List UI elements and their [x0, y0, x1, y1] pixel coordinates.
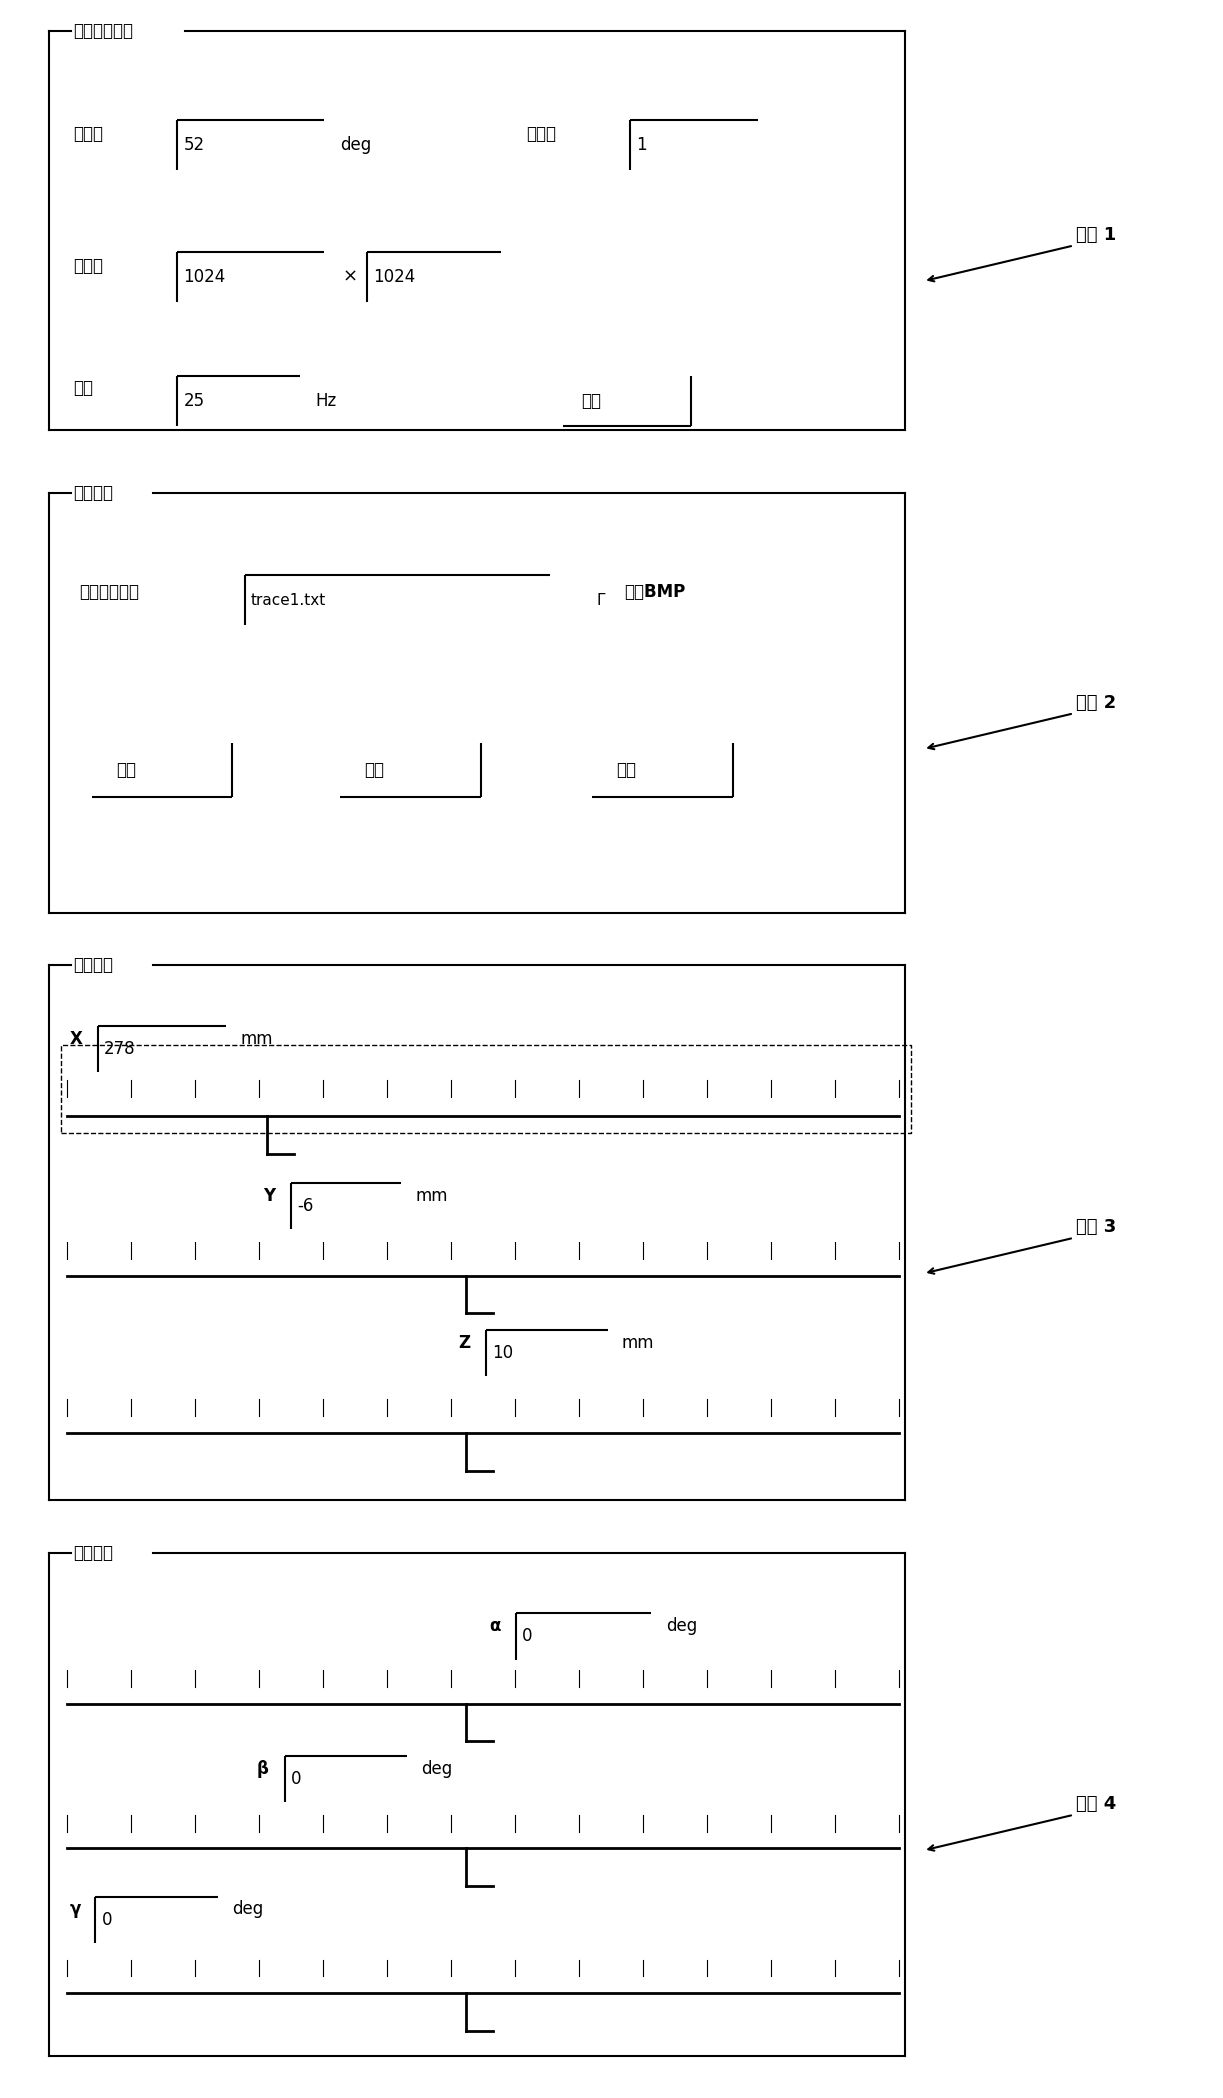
Text: 相机位置: 相机位置: [73, 957, 114, 973]
Text: 生成BMP: 生成BMP: [624, 583, 685, 600]
Text: 25: 25: [183, 392, 204, 409]
Text: 应用: 应用: [581, 392, 600, 409]
Text: deg: deg: [232, 1901, 264, 1918]
Text: deg: deg: [667, 1618, 698, 1634]
Text: 暂停: 暂停: [364, 762, 384, 778]
Text: α: α: [489, 1618, 500, 1634]
Text: 相机参数设置: 相机参数设置: [73, 23, 133, 40]
Text: 278: 278: [104, 1041, 136, 1057]
Text: 0: 0: [102, 1911, 113, 1928]
Text: 1024: 1024: [373, 269, 416, 285]
Text: Hz: Hz: [316, 392, 336, 409]
Text: 运动轨迹文件: 运动轨迹文件: [79, 583, 139, 600]
Text: 1024: 1024: [183, 269, 226, 285]
Text: -6: -6: [297, 1198, 313, 1215]
Text: 52: 52: [183, 136, 204, 153]
Text: 分辨率: 分辨率: [73, 258, 104, 275]
Text: Z: Z: [459, 1334, 471, 1351]
Text: 纵横比: 纵横比: [526, 126, 556, 143]
Text: 1: 1: [636, 136, 647, 153]
Text: 区域 2: 区域 2: [1076, 694, 1117, 711]
Text: 运行: 运行: [116, 762, 136, 778]
Text: X: X: [70, 1030, 83, 1047]
Text: Γ: Γ: [597, 592, 605, 608]
Text: deg: deg: [421, 1760, 453, 1777]
Bar: [61, 1045, 911, 1133]
Text: 相机姿态: 相机姿态: [73, 1544, 114, 1561]
Text: trace1.txt: trace1.txt: [251, 592, 327, 608]
Text: 10: 10: [492, 1345, 512, 1362]
Text: β: β: [257, 1760, 269, 1777]
Text: Y: Y: [263, 1187, 275, 1204]
Text: ×: ×: [342, 269, 357, 285]
Text: γ: γ: [70, 1901, 81, 1918]
Text: mm: mm: [416, 1187, 449, 1204]
Text: 帧频: 帧频: [73, 380, 93, 397]
Text: deg: deg: [340, 136, 372, 153]
Text: 0: 0: [291, 1771, 302, 1787]
Text: 区域 1: 区域 1: [1076, 227, 1117, 243]
Text: 结束: 结束: [616, 762, 636, 778]
Text: 区域 3: 区域 3: [1076, 1219, 1117, 1236]
Text: 区域 4: 区域 4: [1076, 1796, 1117, 1813]
Text: mm: mm: [621, 1334, 654, 1351]
Text: mm: mm: [241, 1030, 274, 1047]
Text: 视场角: 视场角: [73, 126, 104, 143]
Text: 0: 0: [522, 1628, 533, 1645]
Text: 运动模型: 运动模型: [73, 485, 114, 501]
